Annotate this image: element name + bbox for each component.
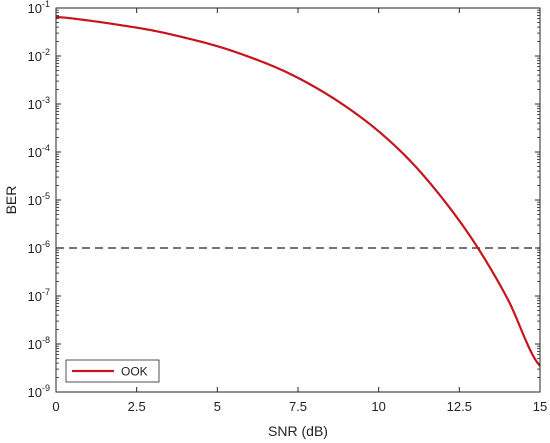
x-tick-label: 2.5 [128, 399, 146, 414]
y-tick-labels: 10-1 10-2 10-3 10-4 10-5 10-6 10-7 10-8 10-9 [28, 0, 50, 400]
y-tick-label: 10-4 [28, 143, 50, 160]
y-tick-label: 10-1 [28, 0, 50, 16]
y-tick-label: 10-9 [28, 383, 50, 400]
x-tick-labels: 0 2.5 5 7.5 10 12.5 15 [52, 399, 547, 414]
x-tick-label: 5 [214, 399, 221, 414]
x-tick-label: 12.5 [447, 399, 472, 414]
plot-area [56, 8, 540, 392]
x-tick-label: 7.5 [289, 399, 307, 414]
y-tick-label: 10-6 [28, 239, 50, 256]
x-tick-label: 10 [371, 399, 385, 414]
plot-frame [55, 7, 541, 393]
series-line-ook [55, 15, 541, 367]
legend-label-ook: OOK [121, 365, 148, 379]
y-tick-label: 10-5 [28, 191, 50, 208]
y-tick-label: 10-3 [28, 95, 50, 112]
y-tick-label: 10-7 [28, 287, 50, 304]
x-tick-label: 0 [52, 399, 59, 414]
y-tick-label: 10-8 [28, 335, 50, 352]
x-tick-label: 15 [533, 399, 547, 414]
y-axis-title: BER [3, 186, 19, 215]
legend: OOK [65, 359, 160, 383]
y-tick-label: 10-2 [28, 47, 50, 64]
x-axis-title: SNR (dB) [268, 423, 328, 439]
